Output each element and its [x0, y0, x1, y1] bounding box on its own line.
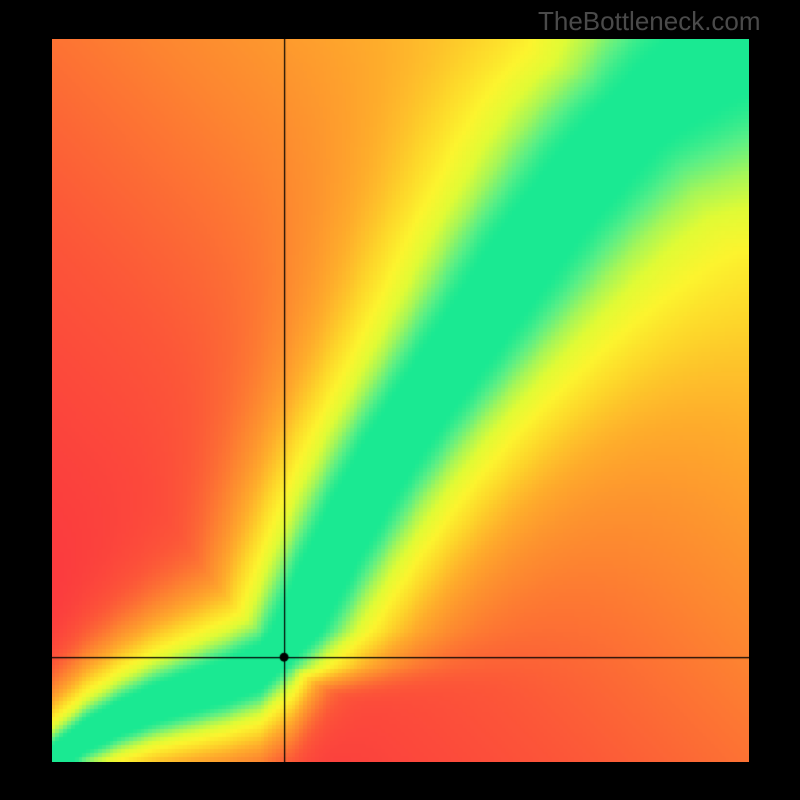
chart-container: TheBottleneck.com: [0, 0, 800, 800]
watermark-text: TheBottleneck.com: [538, 6, 761, 37]
heatmap-canvas: [52, 39, 749, 762]
